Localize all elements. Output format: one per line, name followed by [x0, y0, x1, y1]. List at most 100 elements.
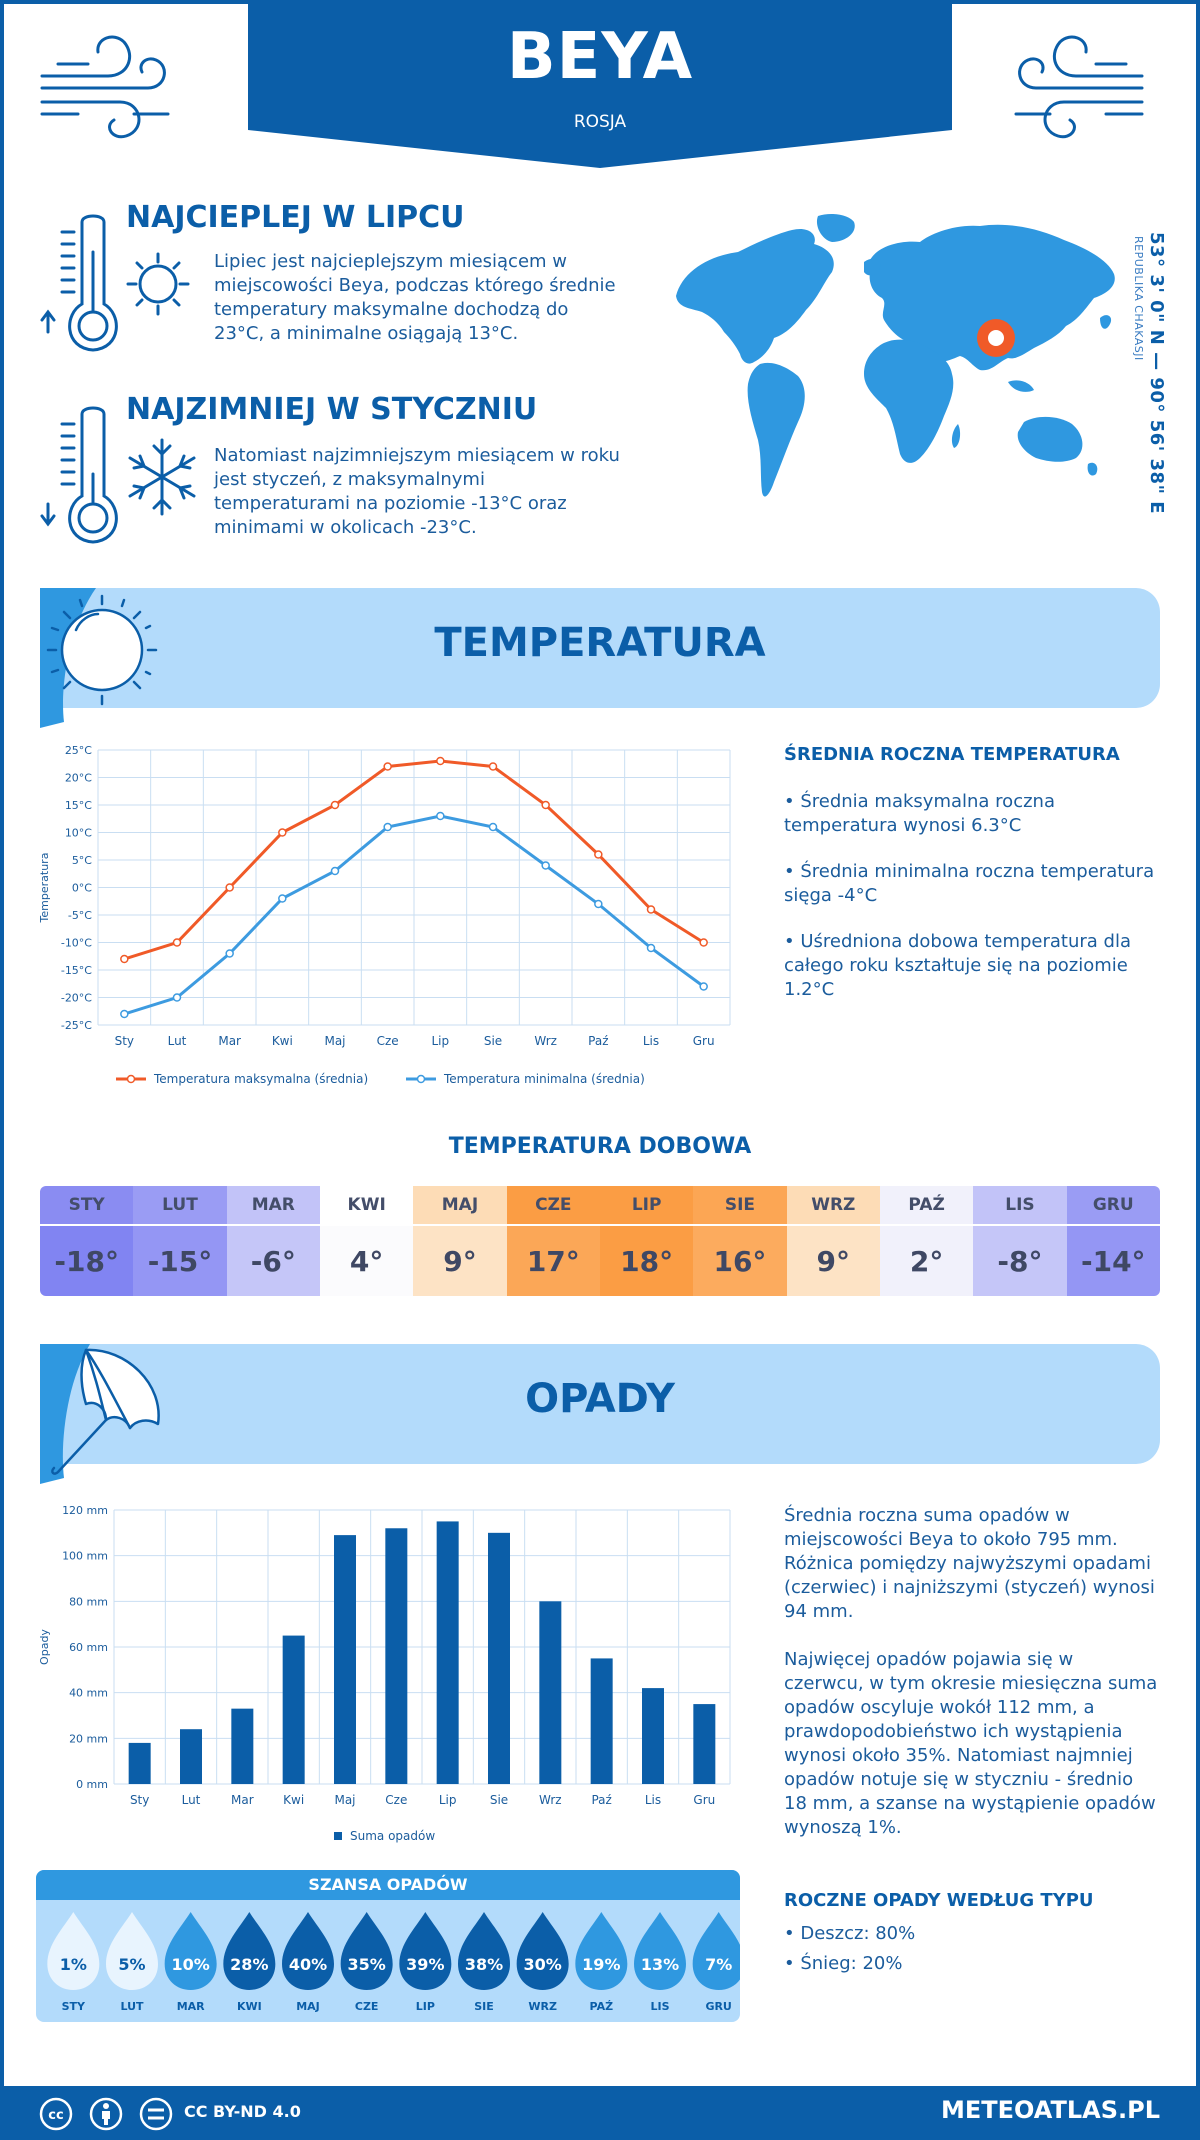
data-point: [488, 822, 498, 832]
chance-month: MAJ: [296, 2000, 320, 2013]
y-tick-label: -5°C: [68, 909, 92, 922]
chance-value: 1%: [60, 1955, 87, 1974]
daily-month: WRZ: [786, 1186, 880, 1224]
temp-side-title: ŚREDNIA ROCZNA TEMPERATURA: [784, 744, 1120, 765]
sun-icon: [40, 588, 158, 728]
precip-bar: [693, 1704, 716, 1784]
daily-value: -18°: [40, 1224, 134, 1296]
x-tick-label: Wrz: [534, 1034, 557, 1048]
legend-marker: [126, 1074, 136, 1084]
x-tick-label: Kwi: [283, 1793, 304, 1807]
precip-bar: [488, 1532, 510, 1784]
daily-value: 18°: [599, 1224, 694, 1296]
daily-cell: LIS -8°: [973, 1186, 1067, 1296]
data-point: [383, 762, 392, 771]
daily-value: -8°: [973, 1224, 1067, 1296]
hottest-text: Lipiec jest najcieplejszym miesiącem w m…: [214, 251, 616, 344]
chance-value: 13%: [641, 1955, 679, 1974]
chance-title: SZANSA OPADÓW: [36, 1870, 740, 1900]
chance-drop: [634, 1912, 686, 1990]
x-tick-label: Gru: [693, 1793, 715, 1807]
data-point: [172, 938, 182, 947]
data-point: [120, 1009, 129, 1019]
x-tick-label: Sie: [490, 1793, 508, 1807]
data-point: [225, 883, 234, 892]
chance-drop: [164, 1912, 217, 1990]
precip-bar: [128, 1742, 151, 1784]
daily-cell: SIE 16°: [693, 1186, 787, 1296]
daily-value: 2°: [879, 1224, 974, 1296]
precipitation-chart: 120 mm 100 mm 80 mm 60 mm 40 mm 20 mm 0 mm Sty L…: [38, 1504, 731, 1843]
y-tick-label: 100 mm: [62, 1550, 108, 1563]
daily-month: LUT: [133, 1186, 227, 1224]
x-tick-label: Kwi: [272, 1034, 293, 1048]
max-temp-line: [123, 759, 705, 961]
daily-value: 16°: [693, 1224, 787, 1296]
temp-bullet: • Średnia maksymalna roczna temperatura …: [784, 791, 1055, 836]
daily-month: STY: [40, 1186, 134, 1224]
chance-month: CZE: [355, 2000, 379, 2013]
daily-value: 9°: [786, 1224, 880, 1296]
chance-drop: [399, 1912, 452, 1990]
x-tick-label: Cze: [385, 1793, 407, 1807]
precip-text: Najwięcej opadów pojawia się w czerwcu, …: [784, 1649, 1158, 1838]
daily-cell: GRU -14°: [1066, 1186, 1160, 1296]
cc-icon: [39, 2097, 73, 2131]
precip-title: OPADY: [525, 1376, 675, 1422]
daily-temperature-table: STY -18° LUT -15° MAR -6° KWI 4° MAJ 9° CZE 17° LIP 1…: [40, 1186, 1160, 1296]
precip-bar: [334, 1535, 356, 1784]
min-temp-line: [123, 814, 705, 1016]
precip-bar: [231, 1708, 254, 1784]
x-tick-label: Lut: [168, 1034, 187, 1048]
daily-cell: CZE 17°: [506, 1186, 600, 1296]
precip-type-item: • Deszcz: 80%: [784, 1923, 916, 1944]
data-point: [594, 850, 603, 859]
x-tick-label: Paź: [588, 1034, 608, 1048]
daily-month: GRU: [1066, 1186, 1160, 1224]
data-point: [646, 905, 656, 914]
y-tick-label: -25°C: [61, 1019, 92, 1032]
data-point: [172, 993, 182, 1002]
chance-month: LIP: [416, 2000, 435, 2013]
chance-drop: [458, 1912, 510, 1990]
chance-month: SIE: [474, 2000, 494, 2013]
precip-bar: [436, 1521, 459, 1784]
chance-drop: [692, 1912, 740, 1990]
temperature-band: [40, 588, 1160, 708]
chance-drop: [575, 1912, 628, 1990]
legend-label: Temperatura maksymalna (średnia): [153, 1072, 368, 1086]
y-tick-label: 10°C: [65, 827, 92, 840]
license-label: CC BY-ND 4.0: [184, 2102, 301, 2121]
daily-title: TEMPERATURA DOBOWA: [448, 1134, 752, 1159]
precip-bar: [180, 1729, 202, 1784]
x-tick-label: Wrz: [539, 1793, 562, 1807]
daily-month: KWI: [319, 1186, 414, 1224]
chance-value: 35%: [348, 1955, 386, 1974]
daily-cell: LUT -15°: [133, 1186, 227, 1296]
x-tick-label: Gru: [693, 1034, 715, 1048]
data-point: [646, 943, 656, 953]
y-tick-label: 0 mm: [76, 1778, 108, 1791]
data-point: [488, 762, 498, 771]
daily-cell: MAJ 9°: [413, 1186, 507, 1296]
x-tick-label: Paź: [591, 1793, 611, 1807]
y-tick-label: 20°C: [65, 772, 92, 785]
daily-month: LIS: [973, 1186, 1067, 1224]
data-point: [436, 811, 445, 821]
data-point: [278, 828, 287, 837]
daily-month: MAR: [226, 1186, 320, 1224]
chance-value: 28%: [230, 1955, 268, 1974]
x-tick-label: Cze: [377, 1034, 399, 1048]
license-icons: cc: [39, 2097, 173, 2131]
y-tick-label: -10°C: [61, 937, 92, 950]
wind-icon: [40, 35, 170, 139]
region-name: REPUBLIKA CHAKASJI: [1132, 236, 1145, 361]
nd-icon: [139, 2097, 173, 2131]
x-tick-label: Sty: [115, 1034, 134, 1048]
precip-type-item: • Śnieg: 20%: [784, 1953, 903, 1974]
daily-month: SIE: [693, 1186, 787, 1224]
data-point: [541, 861, 550, 870]
site-link[interactable]: METEOATLAS.PL: [940, 2096, 1160, 2124]
chance-value: 39%: [406, 1955, 444, 1974]
data-point: [699, 938, 708, 947]
